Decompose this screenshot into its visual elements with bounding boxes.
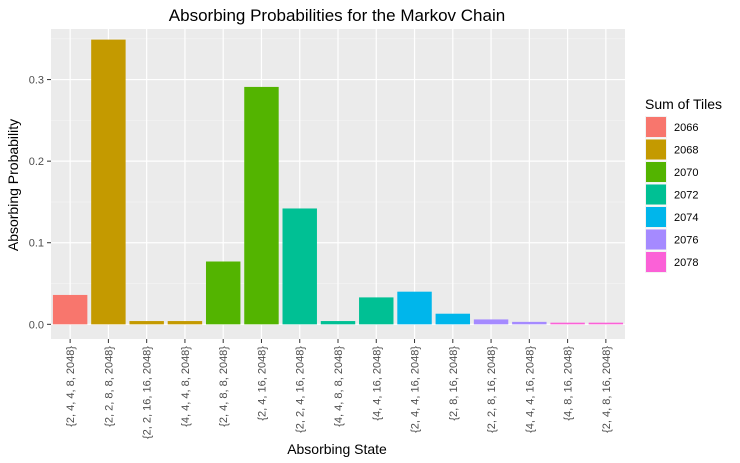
x-tick-label: {2, 4, 16, 2048} bbox=[256, 346, 268, 421]
bar bbox=[473, 319, 509, 325]
x-tick-label: {2, 4, 8, 16, 2048} bbox=[601, 346, 613, 433]
bar bbox=[282, 208, 317, 325]
legend-label: 2078 bbox=[674, 257, 698, 269]
y-tick-label: 0.3 bbox=[29, 75, 44, 87]
legend-label: 2072 bbox=[674, 190, 698, 202]
legend-label: 2070 bbox=[674, 167, 698, 179]
bar bbox=[167, 321, 203, 325]
x-axis-title: Absorbing State bbox=[287, 441, 387, 457]
bar bbox=[244, 86, 279, 325]
legend-swatch bbox=[646, 162, 666, 182]
bar bbox=[435, 313, 471, 325]
x-tick-label: {2, 2, 16, 16, 2048} bbox=[142, 346, 154, 439]
bar bbox=[550, 322, 585, 325]
bar bbox=[91, 39, 126, 325]
x-tick-label: {2, 2, 8, 8, 2048} bbox=[103, 346, 115, 427]
legend-label: 2074 bbox=[674, 212, 698, 224]
x-tick-label: {2, 4, 4, 8, 2048} bbox=[65, 346, 77, 427]
y-axis-title: Absorbing Probability bbox=[5, 119, 21, 251]
bars bbox=[52, 39, 624, 325]
legend-swatch bbox=[646, 184, 666, 205]
legend-label: 2068 bbox=[674, 145, 698, 157]
x-tick-label: {4, 4, 4, 8, 2048} bbox=[180, 346, 192, 427]
legend-label: 2076 bbox=[674, 235, 698, 247]
legend-swatch bbox=[646, 229, 666, 250]
bar bbox=[588, 322, 624, 325]
bar bbox=[52, 294, 88, 325]
x-tick-label: {2, 2, 4, 16, 2048} bbox=[295, 346, 307, 433]
x-tick-label: {4, 4, 4, 16, 2048} bbox=[524, 346, 536, 433]
legend-title: Sum of Tiles bbox=[645, 96, 722, 112]
legend: Sum of Tiles 2066 2068 2070 2072 2074 2076 207… bbox=[645, 96, 722, 273]
chart-title: Absorbing Probabilities for the Markov C… bbox=[169, 6, 505, 25]
bar bbox=[359, 297, 394, 325]
y-axis: 0.0 0.1 0.2 0.3 bbox=[29, 75, 51, 331]
legend-swatch bbox=[646, 139, 666, 160]
legend-swatch bbox=[646, 252, 666, 272]
x-tick-label: {2, 2, 8, 16, 2048} bbox=[486, 346, 498, 433]
bar bbox=[205, 261, 241, 325]
x-tick-label: {2, 8, 16, 2048} bbox=[448, 346, 460, 421]
x-tick-label: {4, 4, 16, 2048} bbox=[371, 346, 383, 421]
y-tick-label: 0.2 bbox=[29, 156, 44, 168]
x-tick-label: {2, 4, 4, 16, 2048} bbox=[410, 346, 422, 433]
y-tick-label: 0.0 bbox=[29, 319, 44, 331]
bar bbox=[129, 321, 164, 325]
x-tick-label: {2, 4, 8, 8, 2048} bbox=[218, 346, 230, 427]
legend-label: 2066 bbox=[674, 122, 698, 134]
x-tick-label: {4, 8, 16, 2048} bbox=[563, 346, 575, 421]
bar bbox=[397, 291, 432, 325]
legend-swatch bbox=[646, 207, 666, 227]
bar bbox=[320, 321, 356, 325]
y-tick-label: 0.1 bbox=[29, 238, 44, 250]
legend-swatch bbox=[646, 117, 666, 137]
x-tick-label: {4, 4, 8, 8, 2048} bbox=[333, 346, 345, 427]
bar bbox=[512, 321, 547, 325]
x-axis: {2, 4, 4, 8, 2048} {2, 2, 8, 8, 2048} {2, … bbox=[65, 339, 613, 439]
